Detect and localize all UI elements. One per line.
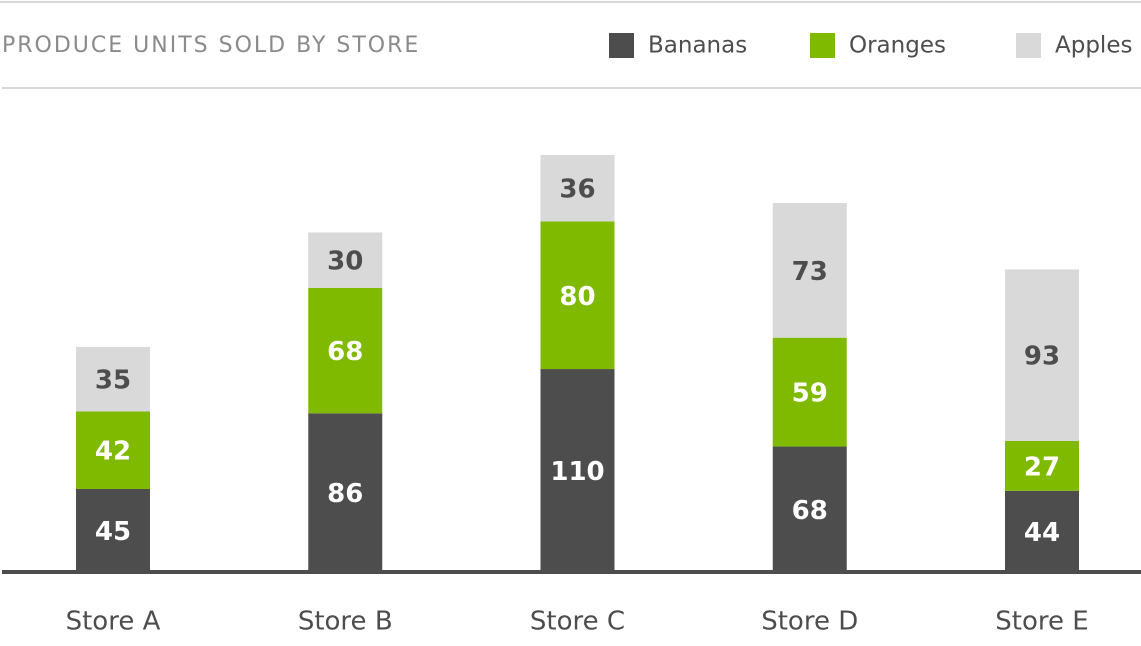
value-label: 44 bbox=[1024, 518, 1060, 548]
value-label: 86 bbox=[327, 479, 363, 509]
value-label: 93 bbox=[1024, 342, 1060, 372]
x-tick-label: Store B bbox=[298, 607, 393, 637]
value-label: 73 bbox=[792, 257, 828, 287]
x-tick-label: Store D bbox=[761, 607, 858, 637]
legend-swatch bbox=[810, 33, 835, 58]
bar-segment bbox=[772, 446, 847, 572]
value-label: 42 bbox=[95, 437, 131, 467]
bar-segment bbox=[1005, 269, 1079, 442]
bar-segment bbox=[308, 232, 383, 288]
bar-segment bbox=[540, 369, 615, 572]
value-label: 68 bbox=[792, 496, 828, 526]
value-label: 80 bbox=[559, 282, 595, 312]
value-label: 36 bbox=[559, 175, 595, 205]
bar-segment bbox=[540, 221, 615, 370]
bar-segment bbox=[772, 203, 847, 338]
x-tick-label: Store A bbox=[66, 607, 161, 637]
legend-label: Apples bbox=[1055, 33, 1132, 59]
bar-segment bbox=[76, 488, 150, 572]
value-label: 59 bbox=[792, 379, 828, 409]
value-label: 68 bbox=[327, 337, 363, 367]
x-tick-label: Store C bbox=[530, 607, 625, 637]
bar-segment bbox=[76, 346, 150, 412]
legend-label: Bananas bbox=[648, 33, 747, 59]
chart-title: PRODUCE UNITS SOLD BY STORE bbox=[2, 33, 420, 58]
bar-segment bbox=[308, 287, 383, 414]
value-label: 27 bbox=[1024, 452, 1060, 482]
value-label: 110 bbox=[550, 457, 604, 487]
bar-segment bbox=[540, 155, 615, 222]
value-label: 35 bbox=[95, 366, 131, 396]
legend-label: Oranges bbox=[849, 33, 946, 59]
legend-swatch bbox=[1016, 33, 1041, 58]
value-label: 30 bbox=[327, 247, 363, 277]
bar-segment bbox=[1005, 490, 1079, 572]
x-tick-label: Store E bbox=[995, 607, 1088, 637]
value-label: 45 bbox=[95, 517, 131, 547]
bar-segment bbox=[772, 337, 847, 447]
bar-segment bbox=[1005, 441, 1079, 491]
legend-swatch bbox=[609, 33, 634, 58]
bar-segment bbox=[76, 411, 150, 489]
bar-segment bbox=[308, 413, 383, 572]
